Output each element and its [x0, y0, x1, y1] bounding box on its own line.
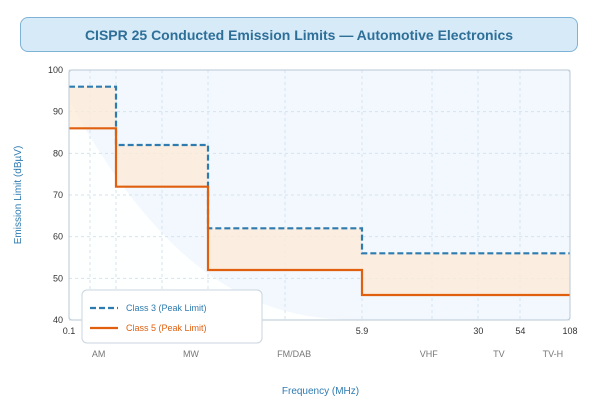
x-tick-label: 5.9 [356, 326, 369, 336]
band-label: TV-H [543, 349, 564, 359]
band-label: FM/DAB [277, 349, 311, 359]
band-label: TV [493, 349, 505, 359]
plot-shading [69, 100, 369, 320]
y-tick-label: 90 [53, 107, 63, 117]
x-tick-label: 54 [515, 326, 525, 336]
y-tick-label: 70 [53, 190, 63, 200]
band-label: AM [92, 349, 106, 359]
legend: Class 3 (Peak Limit) Class 5 (Peak Limit… [81, 289, 263, 344]
x-tick-label: 0.1 [63, 326, 76, 336]
legend-label-class5: Class 5 (Peak Limit) [126, 323, 207, 333]
band-labels: AM MW FM/DAB VHF TV TV-H [92, 349, 563, 359]
x-axis-ticks: 0.1 5.9 30 54 108 [63, 326, 578, 336]
x-tick-label: 108 [562, 326, 577, 336]
band-label: MW [183, 349, 199, 359]
plot-border [68, 69, 571, 321]
class-band-fill [69, 86, 570, 296]
y-tick-label: 50 [53, 273, 63, 283]
y-axis-ticks: 40 50 60 70 80 90 100 [48, 65, 63, 325]
y-tick-label: 40 [53, 315, 63, 325]
y-axis-title: Emission Limit (dBµV) [13, 146, 24, 245]
band-label: VHF [420, 349, 439, 359]
legend-label-class3: Class 3 (Peak Limit) [126, 303, 207, 313]
x-axis-title: Frequency (MHz) [282, 386, 359, 397]
y-tick-label: 80 [53, 148, 63, 158]
y-tick-label: 60 [53, 232, 63, 242]
series-line-class5 [69, 127, 570, 297]
y-tick-label: 100 [48, 65, 63, 75]
chart-title: CISPR 25 Conducted Emission Limits — Aut… [20, 17, 578, 52]
x-tick-label: 30 [473, 326, 483, 336]
series-layer [69, 85, 570, 297]
legend-box [81, 289, 263, 344]
